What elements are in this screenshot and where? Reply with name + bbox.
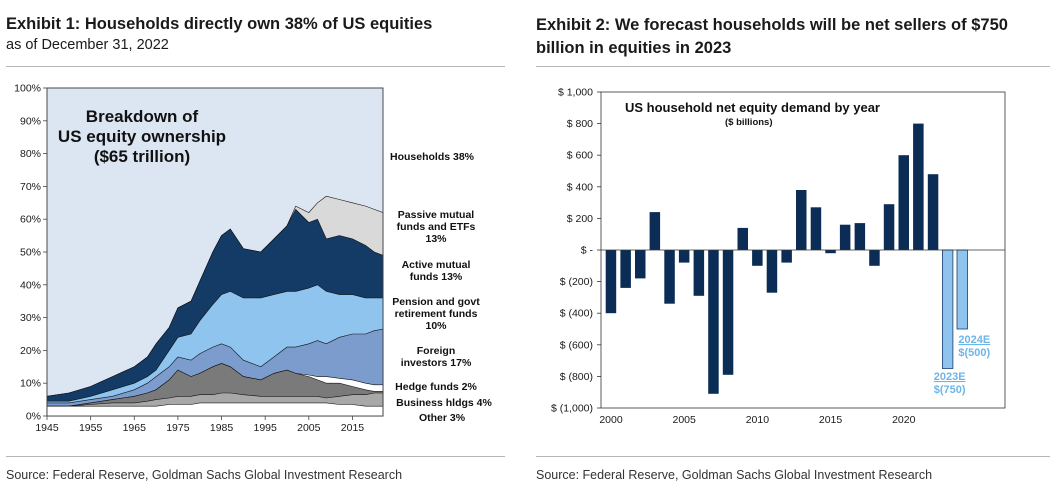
y-tick-label: $ 600: [567, 150, 593, 162]
y-tick-label: 80%: [20, 148, 41, 160]
bar: [913, 123, 924, 250]
x-tick-label: 1955: [79, 422, 103, 434]
series-label: Active mutual: [402, 259, 471, 271]
inner-title-line: Breakdown of: [86, 107, 199, 126]
bar: [635, 250, 646, 279]
bar: [781, 250, 792, 263]
x-tick-label: 1965: [123, 422, 147, 434]
y-tick-label: 100%: [14, 83, 41, 95]
bar: [796, 190, 807, 250]
net-equity-demand-bar-chart: $ 1,000 $ 800 $ 600 $ 400 $ 200 $ - $ (200) $ (…: [551, 87, 1006, 426]
bar: [927, 174, 939, 250]
series-label: 10%: [425, 320, 447, 332]
series-label: Hedge funds 2%: [395, 381, 477, 393]
bar: [854, 223, 866, 250]
estimate-annotation: 2024E: [958, 334, 990, 346]
bar: [708, 250, 719, 394]
area-layer-0: [46, 402, 384, 417]
x-tick-label: 2000: [599, 414, 623, 426]
x-tick-label: 2015: [819, 414, 843, 426]
bar: [693, 250, 705, 296]
y-tick-label: 10%: [20, 378, 41, 390]
y-tick-label: $ (600): [560, 339, 593, 351]
exhibit1-panel: Exhibit 1: Households directly own 38% o…: [0, 0, 515, 498]
bar: [766, 250, 778, 293]
y-tick-label: 60%: [20, 214, 41, 226]
y-tick-label: 20%: [20, 345, 41, 357]
y-tick-label: 0%: [26, 411, 41, 423]
ownership-area-chart: 0% 10% 20% 30% 40% 50% 60% 70% 80% 90% 100% 1945 195…: [14, 83, 492, 435]
x-tick-label: 2020: [892, 414, 916, 426]
x-tick-label: 2005: [673, 414, 697, 426]
y-tick-label: $ 200: [567, 213, 593, 225]
bar: [722, 250, 734, 375]
y-tick-label: 90%: [20, 115, 41, 127]
series-label: investors 17%: [401, 357, 472, 369]
chart-subtitle: ($ billions): [725, 117, 773, 128]
exhibit1-subtitle: as of December 31, 2022: [6, 37, 169, 53]
exhibit1-bottom-rule: [6, 456, 505, 457]
exhibit2-top-rule: [536, 66, 1050, 67]
exhibit2-source: Source: Federal Reserve, Goldman Sachs G…: [536, 468, 933, 482]
bar: [810, 207, 822, 250]
bar: [839, 224, 851, 250]
x-tick-label: 2005: [297, 422, 321, 434]
exhibit2-panel: Exhibit 2: We forecast households will b…: [530, 0, 1060, 498]
x-tick-label: 2015: [341, 422, 365, 434]
bar: [941, 249, 954, 369]
x-tick-label: 1945: [35, 422, 59, 434]
series-label: Passive mutual: [398, 209, 475, 221]
x-tick-label: 1985: [210, 422, 234, 434]
series-label: Business hldgs 4%: [396, 397, 492, 409]
bar: [678, 250, 690, 263]
y-tick-label: $ (1,000): [551, 403, 593, 415]
y-tick-label: 50%: [20, 247, 41, 259]
y-tick-label: $ 400: [567, 181, 593, 193]
y-tick-label: $ (800): [560, 371, 593, 383]
bar: [869, 250, 880, 266]
bar: [664, 250, 675, 304]
x-tick-label: 1975: [166, 422, 190, 434]
exhibit2-bottom-rule: [536, 456, 1050, 457]
bar: [605, 250, 617, 314]
estimate-annotation: $(750): [934, 384, 966, 396]
series-label: retirement funds: [395, 308, 478, 320]
exhibit2-title: Exhibit 2: We forecast households will b…: [536, 16, 1008, 57]
series-label: 13%: [425, 233, 447, 245]
exhibit1-title: Exhibit 1: Households directly own 38% o…: [6, 15, 433, 33]
exhibit1-top-rule: [6, 66, 505, 67]
bar: [752, 250, 763, 266]
y-tick-label: $ (200): [560, 276, 593, 288]
x-tick-label: 1995: [254, 422, 278, 434]
y-tick-label: $ 800: [567, 118, 593, 130]
series-label: funds 13%: [410, 271, 463, 283]
bar: [620, 250, 631, 288]
y-tick-label: $ 1,000: [558, 87, 593, 99]
y-tick-label: $ -: [581, 245, 594, 257]
estimate-annotation: $(500): [958, 347, 990, 359]
series-label: Other 3%: [419, 412, 466, 424]
inner-title-line: ($65 trillion): [94, 147, 190, 166]
bar: [883, 204, 895, 250]
y-tick-label: 70%: [20, 181, 41, 193]
bar: [956, 249, 968, 330]
chart-title: US household net equity demand by year: [625, 100, 880, 115]
y-tick-label: $ (400): [560, 308, 593, 320]
bar: [825, 250, 836, 254]
series-label: Households 38%: [390, 151, 475, 163]
series-label: Pension and govt: [392, 296, 480, 308]
exhibit1-source: Source: Federal Reserve, Goldman Sachs G…: [6, 468, 403, 482]
bar: [898, 155, 909, 250]
bar: [649, 212, 661, 250]
series-label: Foreign: [417, 345, 456, 357]
series-label: funds and ETFs: [397, 221, 476, 233]
y-tick-label: 30%: [20, 312, 41, 324]
inner-title-line: US equity ownership: [58, 127, 226, 146]
estimate-annotation: 2023E: [934, 371, 966, 383]
y-tick-label: 40%: [20, 279, 41, 291]
x-tick-label: 2010: [746, 414, 770, 426]
bar: [737, 227, 748, 250]
